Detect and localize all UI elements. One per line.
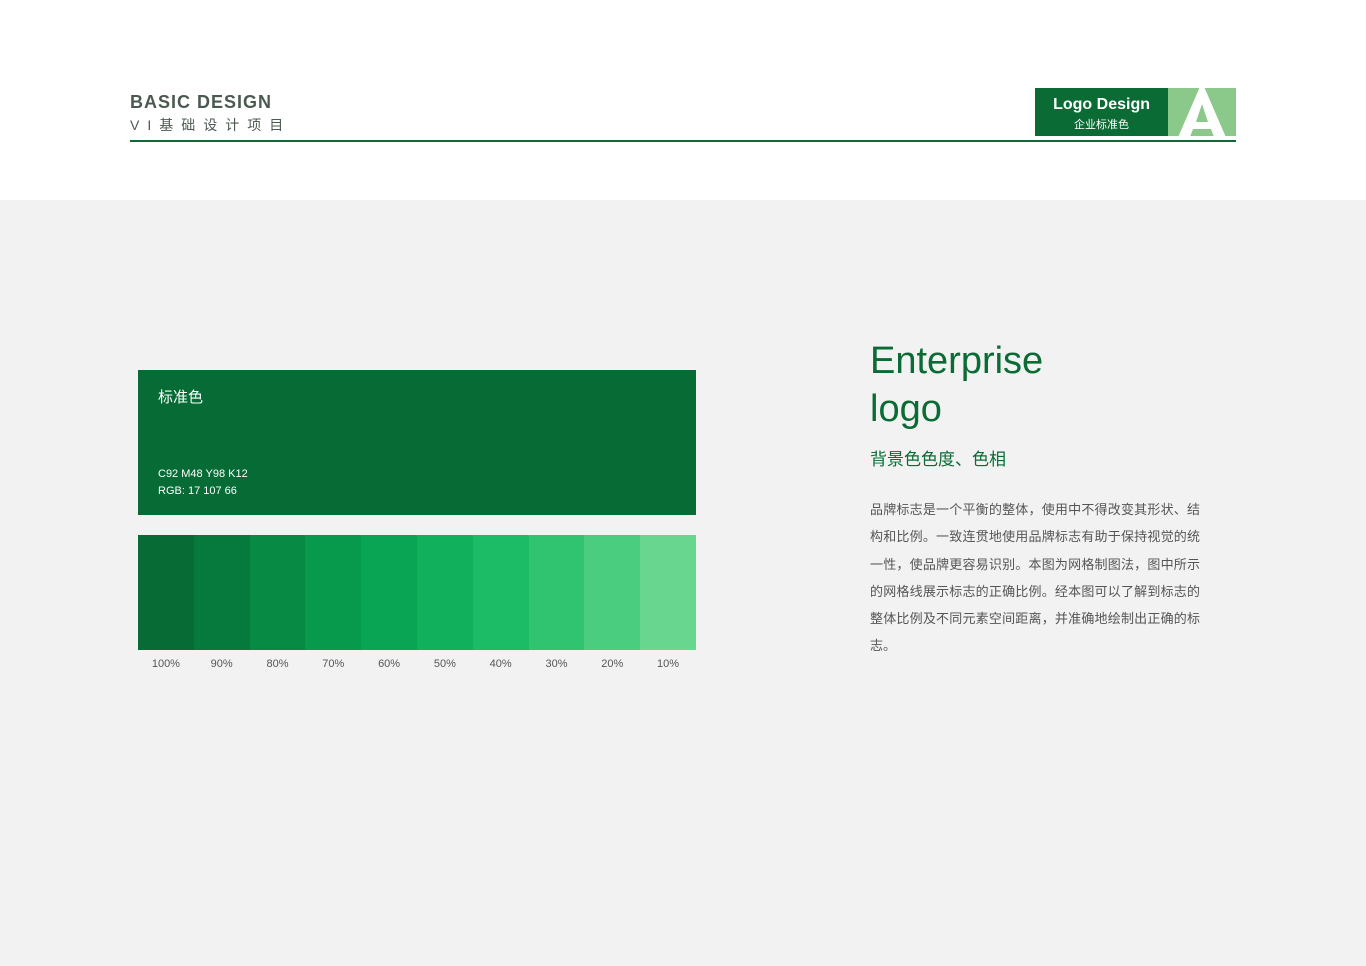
enterprise-body: 品牌标志是一个平衡的整体，使用中不得改变其形状、结构和比例。一致连贯地使用品牌标… [870,496,1200,660]
right-column: Enterprise logo 背景色色度、色相 品牌标志是一个平衡的整体，使用… [870,338,1200,660]
tint-step [640,535,696,650]
letter-a-icon [1170,88,1234,136]
tint-step [473,535,529,650]
tint-step [250,535,306,650]
tint-step [529,535,585,650]
badge-line2: 企业标准色 [1053,116,1150,132]
tint-label: 90% [194,658,250,670]
tint-step [138,535,194,650]
tint-label: 60% [361,658,417,670]
tint-bar [138,535,696,650]
badge-dark: Logo Design 企业标准色 [1035,88,1168,136]
tint-label: 70% [305,658,361,670]
swatch-cmyk: C92 M48 Y98 K12 [158,466,248,483]
tint-step [361,535,417,650]
content-area: 标准色 C92 M48 Y98 K12 RGB: 17 107 66 100%9… [0,200,1366,966]
tint-label: 10% [640,658,696,670]
badge-line1: Logo Design [1053,96,1150,114]
tint-label: 80% [250,658,306,670]
swatch-label: 标准色 [158,386,676,407]
badge-light [1168,88,1236,136]
tint-label: 40% [473,658,529,670]
ent-title-line1: Enterprise [870,340,1043,382]
tint-step [584,535,640,650]
ent-title-line2: logo [870,388,942,430]
header-badge: Logo Design 企业标准色 [1035,88,1236,136]
header-rule [130,140,1236,142]
swatch-codes: C92 M48 Y98 K12 RGB: 17 107 66 [158,466,248,499]
tint-label: 30% [529,658,585,670]
tint-step [194,535,250,650]
tint-label: 20% [584,658,640,670]
enterprise-subtitle: 背景色色度、色相 [870,445,1200,470]
swatch-main: 标准色 C92 M48 Y98 K12 RGB: 17 107 66 [138,370,696,515]
header-title-en: BASIC DESIGN [130,92,291,113]
swatch-rgb: RGB: 17 107 66 [158,483,248,500]
header-title-zh: VI基础设计项目 [130,115,291,135]
header-titles: BASIC DESIGN VI基础设计项目 [130,92,291,135]
enterprise-title: Enterprise logo [870,338,1200,433]
tint-label: 100% [138,658,194,670]
tint-step [305,535,361,650]
tint-label: 50% [417,658,473,670]
tint-step [417,535,473,650]
tint-labels: 100%90%80%70%60%50%40%30%20%10% [138,658,696,670]
